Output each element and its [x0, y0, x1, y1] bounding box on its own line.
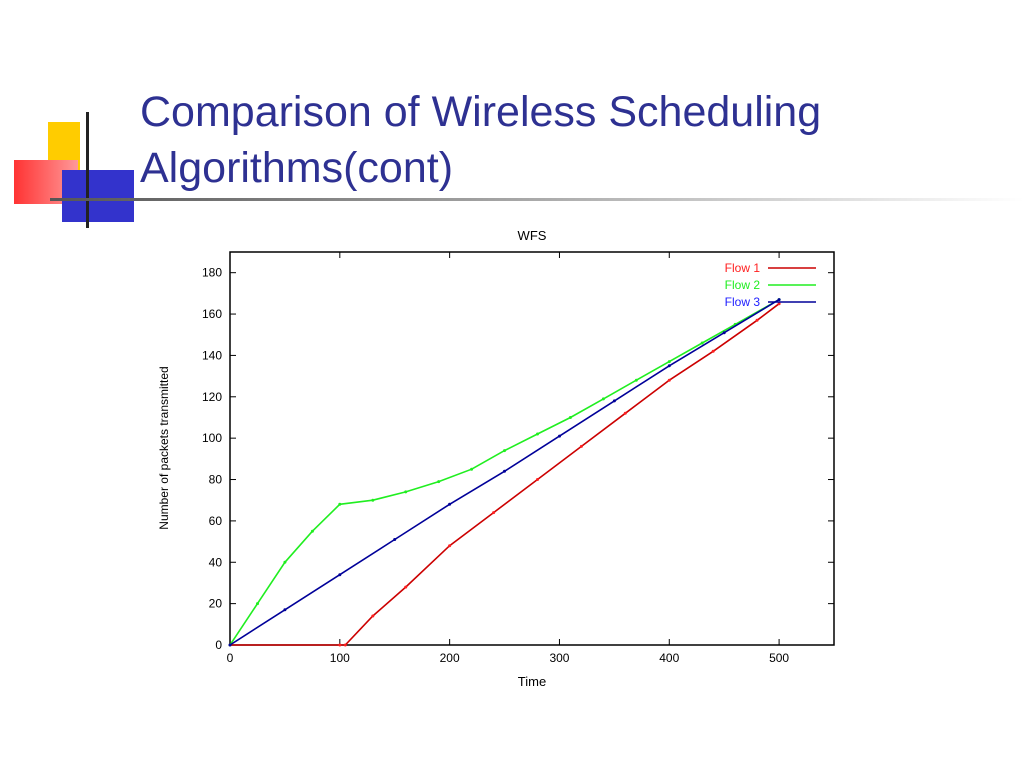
axes: 0 100 200 300 400 500 0 20 40 60 80 100 120 140 160 180 [202, 252, 834, 665]
x-tick-label: 500 [769, 651, 789, 665]
series-point [338, 502, 342, 506]
y-tick-label: 120 [202, 390, 222, 404]
series-point [310, 529, 314, 533]
series-point [667, 364, 671, 368]
series-point [612, 399, 616, 403]
y-axis-label: Number of packets transmitted [157, 366, 171, 529]
series-point [667, 360, 671, 364]
series-point [503, 449, 506, 453]
y-tick-label: 60 [209, 514, 223, 528]
series-point [634, 378, 638, 382]
series-point [568, 416, 572, 419]
series-point [470, 467, 474, 471]
series-point [371, 614, 375, 618]
series-point [338, 573, 342, 577]
series-point [700, 341, 704, 345]
y-tick-label: 180 [202, 266, 222, 280]
series-point [711, 349, 715, 353]
series-point [667, 378, 671, 382]
series-point [558, 434, 561, 438]
legend-label: Flow 3 [725, 295, 761, 309]
title-decoration [14, 112, 1024, 228]
series-point [338, 643, 342, 647]
series-point [228, 643, 232, 647]
blue-square [62, 170, 134, 222]
series-2 [228, 298, 781, 647]
series-point [777, 298, 781, 302]
series-point [623, 411, 627, 415]
series-point [536, 432, 539, 436]
x-axis-label: Time [518, 674, 546, 689]
wfs-line-chart: WFS 0 100 200 300 400 500 0 20 40 60 80 100 120 140 16… [157, 228, 835, 689]
y-tick-label: 20 [209, 597, 223, 611]
horizontal-rule [50, 198, 1024, 201]
x-tick-label: 400 [659, 651, 679, 665]
y-tick-label: 80 [209, 473, 223, 487]
legend: Flow 1 Flow 2 Flow 3 [725, 261, 816, 309]
y-tick-label: 140 [202, 348, 222, 362]
series-point [722, 331, 726, 335]
slide-title: Comparison of Wireless Scheduling Algori… [140, 84, 1000, 196]
legend-label: Flow 2 [725, 278, 761, 292]
y-tick-label: 100 [202, 431, 222, 445]
series-point [256, 602, 259, 606]
series-point [404, 490, 408, 494]
slide-title-line-2: Algorithms(cont) [140, 144, 454, 192]
series-point [536, 478, 539, 481]
series-point [448, 502, 452, 506]
series-point [755, 318, 759, 322]
series-point [404, 585, 408, 589]
series-point [601, 397, 605, 401]
series-point [343, 643, 347, 647]
x-tick-label: 200 [440, 651, 460, 665]
series-point [283, 608, 287, 612]
series-3 [228, 298, 781, 647]
x-tick-label: 300 [549, 651, 569, 665]
series-1 [228, 302, 781, 647]
series-point [448, 544, 452, 548]
chart-title: WFS [518, 228, 547, 243]
series-point [371, 498, 375, 502]
vertical-rule [86, 112, 89, 228]
y-tick-label: 40 [209, 555, 223, 569]
series-line [229, 298, 780, 646]
y-tick-label: 0 [215, 638, 222, 652]
series-point [579, 444, 583, 448]
series-point [283, 560, 287, 564]
x-tick-label: 100 [330, 651, 350, 665]
plot-frame [229, 251, 835, 646]
x-tick-label: 0 [227, 651, 234, 665]
series-point [393, 538, 397, 541]
series-layer [228, 298, 781, 647]
series-point [492, 511, 496, 515]
series-point [503, 469, 506, 473]
series-line [230, 303, 780, 646]
y-tick-label: 160 [202, 307, 222, 321]
legend-label: Flow 1 [725, 261, 761, 275]
series-point [777, 302, 781, 306]
slide-title-line-1: Comparison of Wireless Scheduling [140, 88, 822, 136]
series-point [437, 480, 441, 484]
